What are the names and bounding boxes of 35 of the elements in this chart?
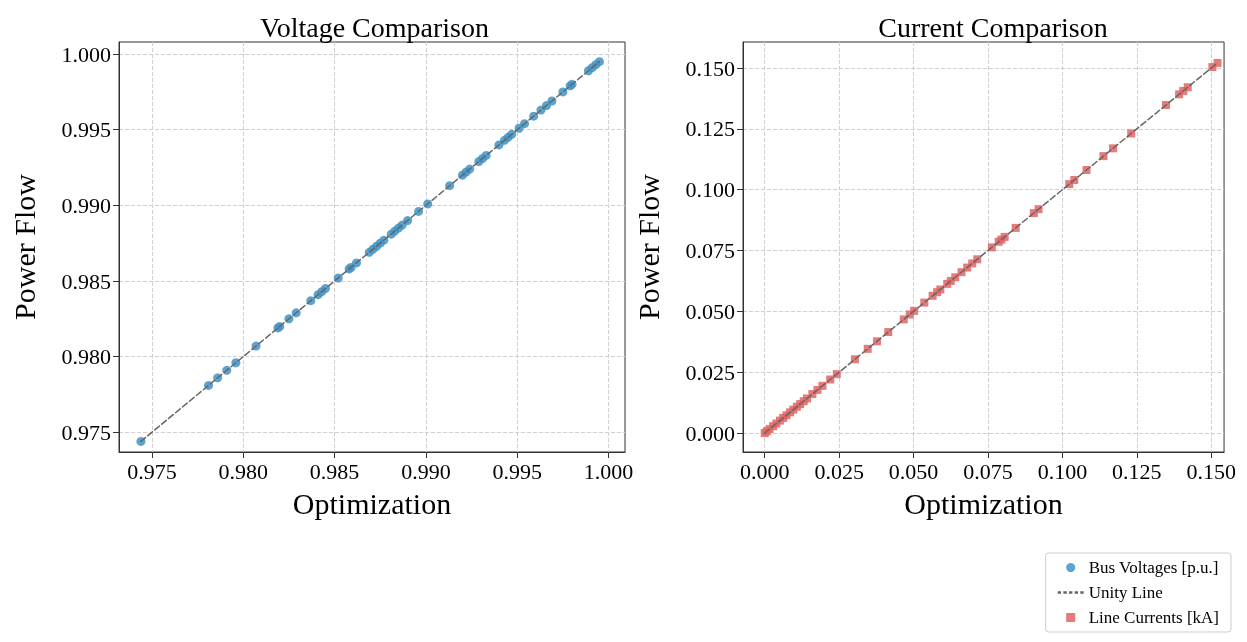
y-tick-label: 0.150: [685, 55, 735, 81]
x-tick-label: 0.995: [492, 458, 542, 484]
y-axis-title: Power Flow: [7, 173, 41, 320]
x-tick-label: 0.985: [309, 458, 360, 484]
y-tick-label: 0.000: [685, 420, 735, 446]
y-tick-label: 0.990: [61, 192, 111, 218]
x-tick-label: 0.025: [814, 458, 864, 484]
chart-title: Current Comparison: [878, 11, 1108, 43]
y-tick-label: 0.075: [685, 238, 735, 264]
y-tick-label: 1.000: [61, 41, 111, 67]
y-tick-label: 0.975: [61, 419, 111, 445]
y-tick-label: 0.025: [685, 359, 735, 385]
y-axis-title: Power Flow: [631, 173, 665, 320]
y-tick-label: 0.100: [685, 177, 735, 203]
x-tick-label: 0.980: [218, 458, 268, 484]
x-tick-label: 1.000: [583, 458, 634, 484]
x-tick-label: 0.050: [888, 458, 939, 484]
x-tick-label: 0.990: [401, 458, 451, 484]
y-tick-label: 0.995: [61, 117, 111, 143]
y-tick-label: 0.125: [685, 116, 735, 142]
legend-label: Bus Voltages [p.u.]: [1088, 558, 1219, 577]
x-tick-label: 0.100: [1037, 458, 1088, 484]
x-tick-label: 0.075: [963, 458, 1013, 484]
chart-title: Voltage Comparison: [260, 11, 489, 43]
x-tick-label: 0.975: [127, 458, 177, 484]
x-tick-label: 0.000: [739, 458, 790, 484]
x-axis-title: Optimization: [292, 486, 452, 520]
y-tick-label: 0.980: [61, 344, 111, 370]
y-tick-label: 0.985: [61, 268, 111, 294]
legend-label: Line Currents [kA]: [1088, 608, 1220, 627]
y-tick-label: 0.050: [685, 298, 735, 324]
legend-label: Unity Line: [1088, 583, 1163, 602]
x-tick-label: 0.150: [1186, 458, 1236, 484]
x-axis-title: Optimization: [904, 486, 1063, 520]
x-tick-label: 0.125: [1112, 458, 1162, 484]
